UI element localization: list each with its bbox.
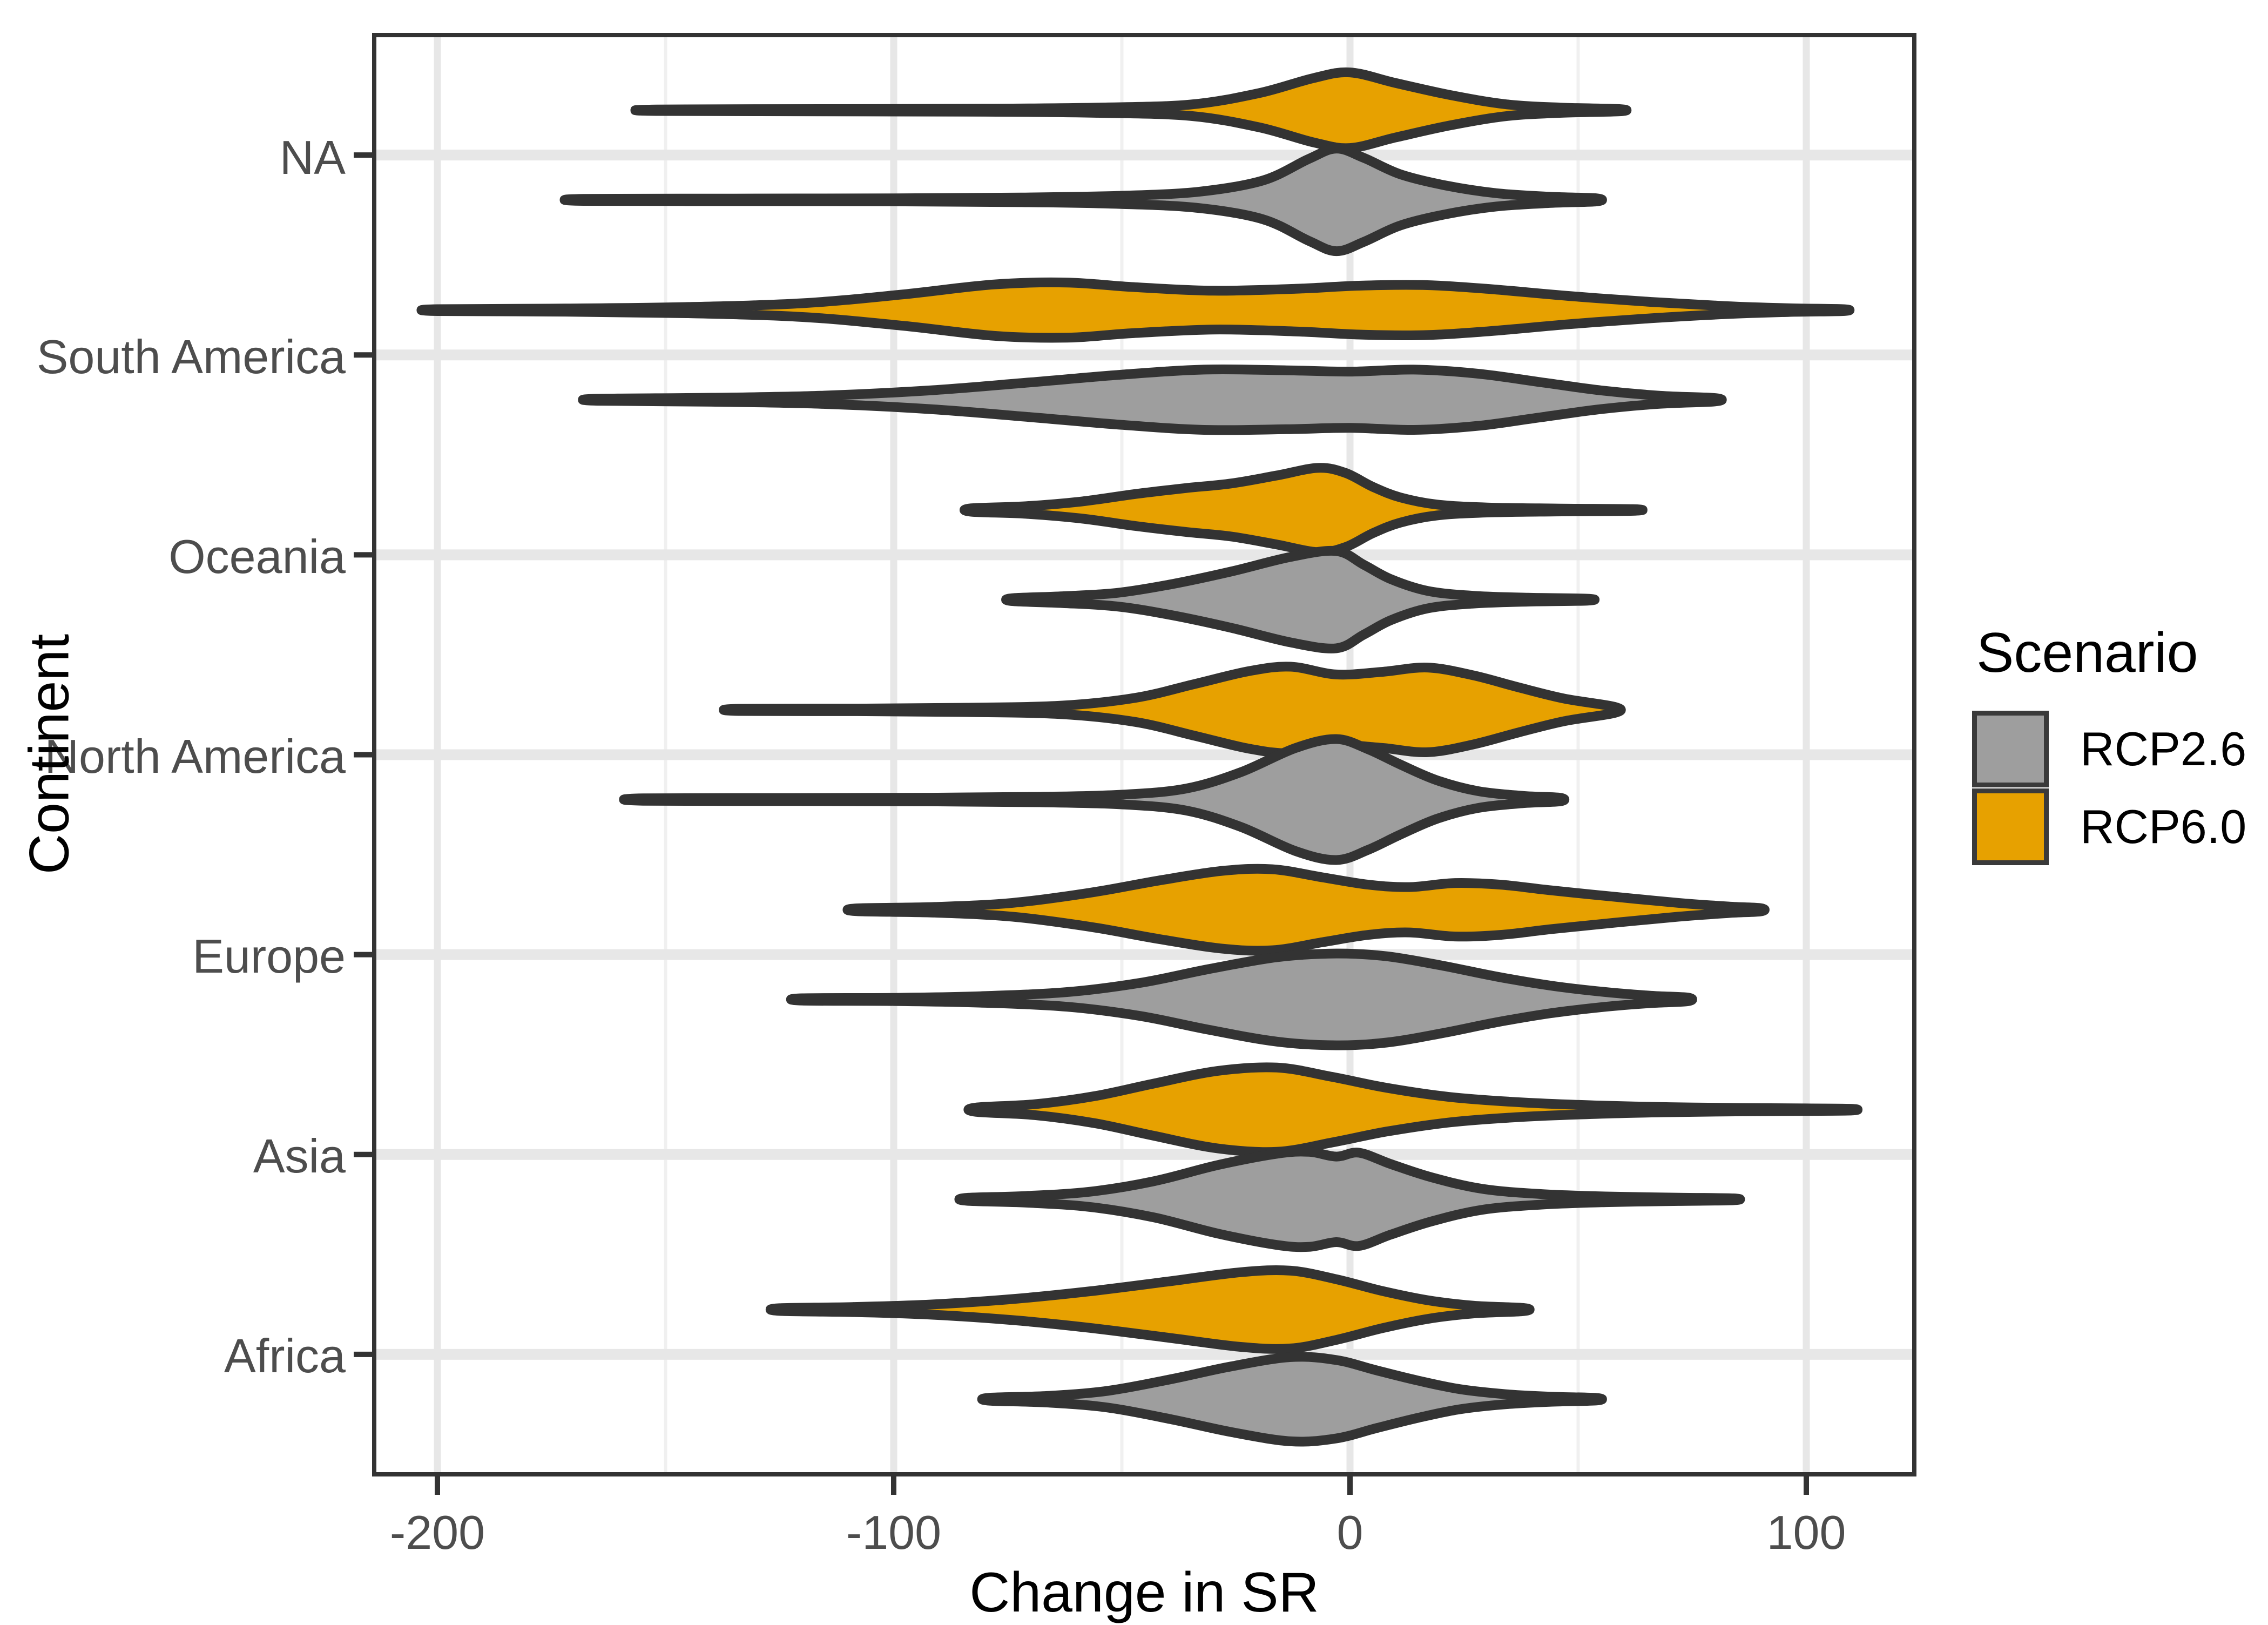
legend-item-rcp60: RCP6.0	[1972, 788, 2264, 866]
violin-europe-rcp6.0	[842, 864, 1770, 956]
legend-key-rcp60-swatch	[1972, 788, 2049, 865]
legend-title: Scenario	[1976, 622, 2198, 684]
y-tick-label-oceania: Oceania	[168, 530, 346, 583]
y-axis-title: Continent	[18, 633, 81, 875]
violin-africa-rcp2.6	[977, 1352, 1607, 1447]
y-tick-label-na: NA	[279, 131, 346, 184]
violin-north-america-rcp6.0	[719, 662, 1626, 758]
violin-oceania-rcp2.6	[1001, 545, 1600, 653]
violin-south-america-rcp2.6	[578, 364, 1727, 435]
y-tick-label-asia: Asia	[253, 1129, 346, 1183]
legend-key-rcp26-swatch	[1972, 711, 2049, 787]
legend-label-rcp60: RCP6.0	[2080, 800, 2247, 853]
violin-north-america-rcp2.6	[619, 734, 1570, 865]
legend-label-rcp26: RCP2.6	[2080, 722, 2247, 776]
violin-na-rcp6.0	[630, 67, 1632, 153]
x-tick-label-neg100: -100	[846, 1506, 942, 1559]
violin-south-america-rcp6.0	[416, 277, 1855, 343]
y-tick-label-europe: Europe	[192, 929, 346, 983]
legend-item-rcp26: RCP2.6	[1972, 710, 2264, 788]
violin-europe-rcp2.6	[786, 948, 1697, 1050]
x-tick-label-neg200: -200	[389, 1506, 485, 1559]
x-tick-label-100: 100	[1766, 1506, 1846, 1559]
x-axis-title: Change in SR	[969, 1561, 1319, 1624]
violin-asia-rcp6.0	[963, 1062, 1863, 1157]
violin-africa-rcp6.0	[765, 1265, 1535, 1354]
x-tick-label-zero: 0	[1336, 1506, 1364, 1559]
violin-asia-rcp2.6	[954, 1147, 1745, 1252]
y-tick-label-north-america: North America	[44, 730, 346, 783]
violin-oceania-rcp6.0	[960, 463, 1648, 557]
y-tick-label-south-america: South America	[36, 330, 346, 383]
violin-na-rcp2.6	[559, 144, 1607, 257]
legend: Scenario RCP2.6 RCP6.0	[1972, 621, 2264, 866]
y-tick-label-africa: Africa	[224, 1329, 346, 1383]
